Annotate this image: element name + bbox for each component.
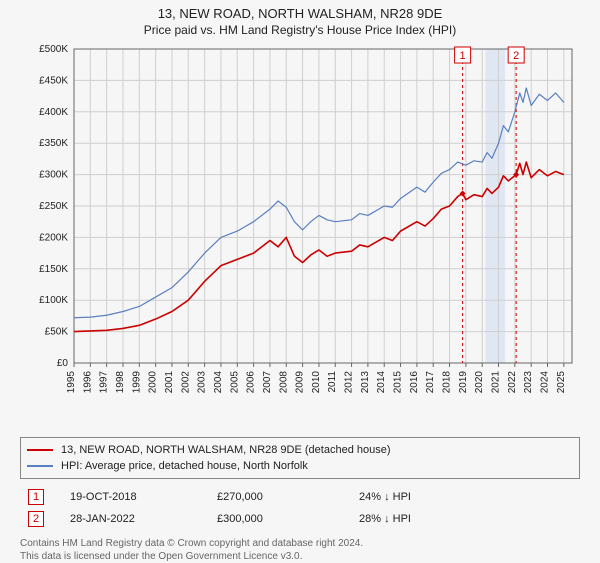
footnote-line: Contains HM Land Registry data © Crown c…: [20, 537, 580, 550]
svg-text:2006: 2006: [246, 371, 257, 394]
footnote-line: This data is licensed under the Open Gov…: [20, 550, 580, 563]
svg-text:1997: 1997: [99, 371, 110, 394]
svg-text:£200K: £200K: [39, 232, 68, 243]
price-chart: £0 £50K £100K £150K £200K £250K £300K £350K £400…: [20, 43, 580, 433]
page-subtitle: Price paid vs. HM Land Registry's House …: [10, 23, 590, 37]
svg-text:2023: 2023: [523, 371, 534, 394]
svg-text:2024: 2024: [540, 371, 551, 394]
svg-text:£350K: £350K: [39, 138, 68, 149]
marker-badge: 2: [28, 511, 44, 527]
svg-text:£0: £0: [57, 358, 69, 369]
svg-text:2019: 2019: [458, 371, 469, 394]
svg-text:2002: 2002: [180, 371, 191, 394]
svg-text:£100K: £100K: [39, 295, 68, 306]
svg-text:2020: 2020: [474, 371, 485, 394]
legend: 13, NEW ROAD, NORTH WALSHAM, NR28 9DE (d…: [20, 437, 580, 479]
chart-svg: £0 £50K £100K £150K £200K £250K £300K £350K £400…: [20, 43, 580, 433]
svg-text:2009: 2009: [295, 371, 306, 394]
svg-text:2004: 2004: [213, 371, 224, 394]
legend-swatch: [27, 465, 53, 467]
svg-text:2000: 2000: [148, 371, 159, 394]
svg-text:2012: 2012: [344, 371, 355, 394]
legend-label: 13, NEW ROAD, NORTH WALSHAM, NR28 9DE (d…: [61, 442, 391, 458]
legend-label: HPI: Average price, detached house, Nort…: [61, 458, 308, 474]
svg-text:2007: 2007: [262, 371, 273, 394]
svg-text:2003: 2003: [197, 371, 208, 394]
svg-text:2010: 2010: [311, 371, 322, 394]
marker-change: 24% ↓ HPI: [353, 487, 578, 507]
svg-text:£150K: £150K: [39, 264, 68, 275]
svg-text:1999: 1999: [131, 371, 142, 394]
svg-text:1998: 1998: [115, 371, 126, 394]
marker-badge: 1: [28, 489, 44, 505]
svg-text:2014: 2014: [376, 371, 387, 394]
svg-text:2011: 2011: [327, 371, 338, 393]
legend-item: HPI: Average price, detached house, Nort…: [27, 458, 573, 474]
svg-text:2015: 2015: [393, 371, 404, 394]
marker-change: 28% ↓ HPI: [353, 509, 578, 529]
marker-date: 28-JAN-2022: [64, 509, 209, 529]
svg-text:£500K: £500K: [39, 44, 68, 55]
marker-price: £270,000: [211, 487, 351, 507]
markers-table: 1 19-OCT-2018 £270,000 24% ↓ HPI 2 28-JA…: [20, 485, 580, 531]
svg-text:1995: 1995: [66, 371, 77, 394]
marker-price: £300,000: [211, 509, 351, 529]
svg-text:2017: 2017: [425, 371, 436, 394]
table-row: 1 19-OCT-2018 £270,000 24% ↓ HPI: [22, 487, 578, 507]
svg-text:2005: 2005: [229, 371, 240, 394]
svg-text:2021: 2021: [491, 371, 502, 394]
svg-text:£450K: £450K: [39, 75, 68, 86]
svg-text:2013: 2013: [360, 371, 371, 394]
svg-text:2016: 2016: [409, 371, 420, 394]
svg-text:2001: 2001: [164, 371, 175, 394]
footnote: Contains HM Land Registry data © Crown c…: [20, 537, 580, 563]
svg-text:2025: 2025: [556, 371, 567, 394]
svg-text:2018: 2018: [442, 371, 453, 394]
svg-text:1: 1: [460, 50, 466, 62]
svg-text:£300K: £300K: [39, 170, 68, 181]
svg-text:1996: 1996: [82, 371, 93, 394]
svg-text:£50K: £50K: [45, 327, 69, 338]
svg-text:£400K: £400K: [39, 107, 68, 118]
marker-date: 19-OCT-2018: [64, 487, 209, 507]
legend-swatch: [27, 449, 53, 451]
table-row: 2 28-JAN-2022 £300,000 28% ↓ HPI: [22, 509, 578, 529]
svg-text:2: 2: [513, 50, 519, 62]
page-title: 13, NEW ROAD, NORTH WALSHAM, NR28 9DE: [10, 6, 590, 21]
legend-item: 13, NEW ROAD, NORTH WALSHAM, NR28 9DE (d…: [27, 442, 573, 458]
svg-text:2022: 2022: [507, 371, 518, 394]
svg-text:£250K: £250K: [39, 201, 68, 212]
svg-text:2008: 2008: [278, 371, 289, 394]
